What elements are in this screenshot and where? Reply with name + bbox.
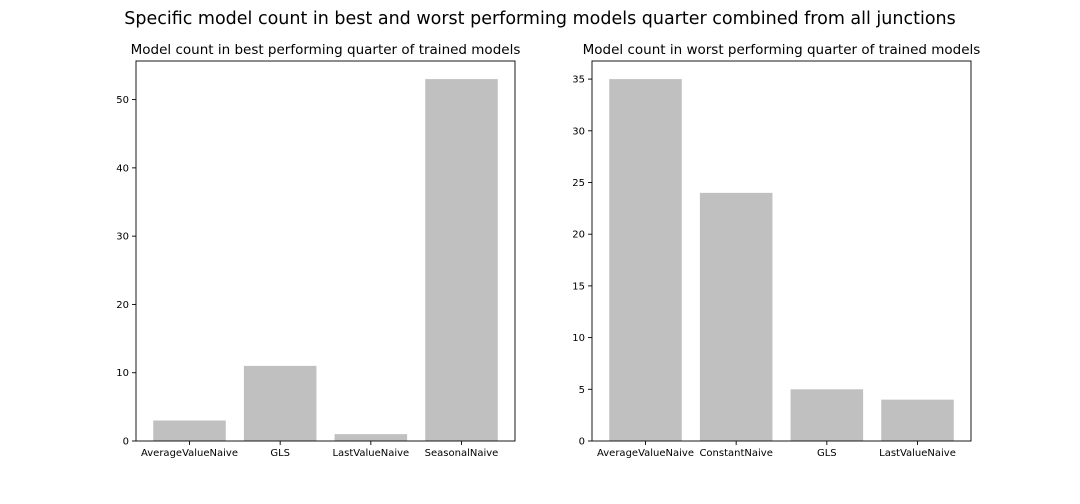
bar-LastValueNaive [334, 434, 408, 441]
worst-quarter-chart: Model count in worst performing quarter … [572, 42, 980, 459]
bar-LastValueNaive [881, 399, 954, 441]
y-tick-label: 30 [116, 232, 129, 243]
y-tick-label: 50 [116, 95, 129, 106]
y-tick-label: 20 [572, 230, 585, 241]
y-tick-label: 10 [116, 368, 129, 379]
y-tick-label: 0 [123, 437, 129, 448]
y-tick-label: 15 [572, 281, 585, 292]
plot-frame [135, 60, 516, 442]
x-tick-label: LastValueNaive [332, 448, 409, 459]
x-tick-label: LastValueNaive [879, 448, 956, 459]
figure-title: Specific model count in best and worst p… [124, 9, 956, 29]
worst-quarter-chart-title: Model count in worst performing quarter … [583, 42, 981, 58]
y-tick-label: 40 [116, 163, 129, 174]
y-tick-label: 35 [572, 75, 585, 86]
plot-frame [591, 60, 972, 442]
y-tick-label: 20 [116, 300, 129, 311]
bar-AverageValueNaive [153, 420, 226, 441]
bar-ConstantNaive [699, 192, 773, 441]
bar-GLS [790, 389, 864, 441]
bar-SeasonalNaive [425, 79, 498, 441]
y-tick-label: 5 [579, 385, 585, 396]
y-tick-label: 0 [579, 437, 585, 448]
x-tick-label: SeasonalNaive [425, 448, 499, 459]
x-tick-label: GLS [817, 448, 837, 459]
bar-GLS [243, 365, 317, 441]
y-tick-label: 10 [572, 333, 585, 344]
x-tick-label: GLS [270, 448, 290, 459]
x-tick-label: AverageValueNaive [141, 448, 238, 459]
bar-AverageValueNaive [609, 79, 682, 441]
x-tick-label: AverageValueNaive [597, 448, 694, 459]
y-tick-label: 25 [572, 178, 585, 189]
best-quarter-chart: Model count in best performing quarter o… [116, 42, 520, 459]
best-quarter-chart-title: Model count in best performing quarter o… [131, 42, 521, 58]
x-tick-label: ConstantNaive [699, 448, 772, 459]
y-tick-label: 30 [572, 126, 585, 137]
